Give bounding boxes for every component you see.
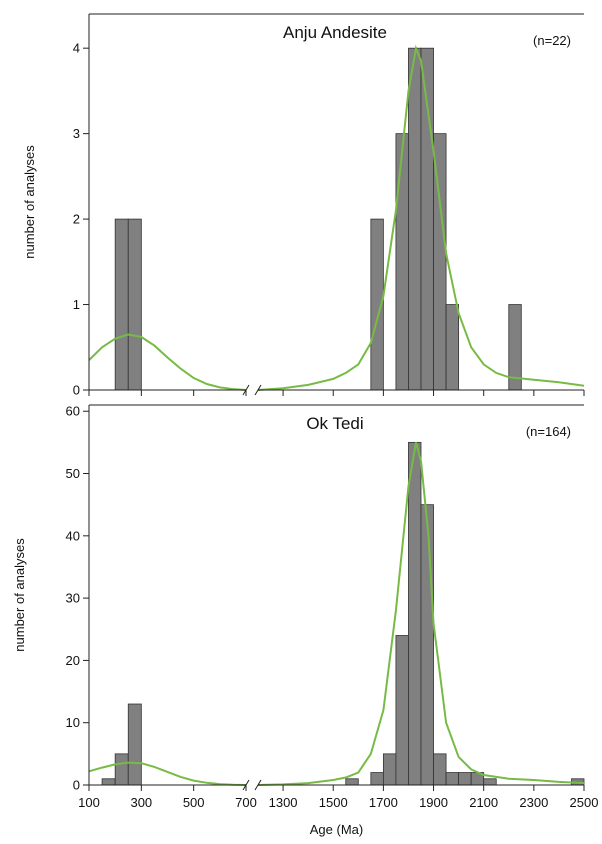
histogram-bar — [370, 772, 384, 786]
histogram-bar — [433, 753, 447, 786]
histogram-bar — [395, 133, 409, 391]
axis-break-mark — [254, 384, 262, 396]
histogram-bar — [127, 218, 142, 391]
histogram-bar — [101, 778, 116, 786]
panel-title: Anju Andesite — [283, 23, 387, 42]
x-tick-label: 300 — [130, 795, 152, 810]
axis-break-mark — [254, 779, 262, 791]
panel-title: Ok Tedi — [306, 414, 363, 433]
y-tick-label: 0 — [73, 778, 80, 793]
histogram-bar — [114, 753, 129, 786]
x-tick-label: 2500 — [570, 795, 599, 810]
density-curve — [257, 442, 585, 786]
panel-anju-andesite: 0 1 2 3 4 number of analyses Anju Andesite (n=2… — [22, 13, 585, 398]
x-tick-label: 2100 — [469, 795, 498, 810]
histogram-bar — [458, 772, 472, 786]
y-tick-label: 4 — [73, 41, 80, 56]
histogram-bar — [114, 218, 129, 391]
sample-count-label: (n=22) — [533, 33, 571, 48]
y-tick-label: 60 — [66, 404, 80, 419]
x-tick-label: 1300 — [269, 795, 298, 810]
histogram-bar — [483, 778, 497, 786]
y-tick-label: 30 — [66, 591, 80, 606]
sample-count-label: (n=164) — [526, 424, 571, 439]
histogram-bar — [445, 772, 460, 786]
x-tick-label: 1700 — [369, 795, 398, 810]
histogram-bar — [408, 47, 422, 391]
x-axis-label: Age (Ma) — [310, 822, 363, 837]
density-curve — [257, 44, 585, 391]
x-tick-label: 100 — [78, 795, 100, 810]
histogram-bar — [395, 635, 409, 786]
y-tick-label: 2 — [73, 212, 80, 227]
y-axis-label: number of analyses — [22, 145, 37, 259]
y-tick-label: 10 — [66, 715, 80, 730]
y-tick-label: 0 — [73, 383, 80, 398]
x-axis: 100 300 500 700 1300 1500 1700 1900 2100 2300 2500 — [78, 795, 598, 810]
histogram-bar — [345, 778, 359, 786]
x-tick-label: 1500 — [319, 795, 348, 810]
y-tick-label: 20 — [66, 653, 80, 668]
histogram-bar — [420, 504, 434, 786]
panel-ok-tedi: 0 10 20 30 40 50 60 number of analyses Ok Tedi (n… — [12, 404, 585, 793]
y-tick-label: 3 — [73, 126, 80, 141]
x-tick-label: 1900 — [419, 795, 448, 810]
y-tick-label: 40 — [66, 528, 80, 543]
x-tick-label: 2300 — [519, 795, 548, 810]
histogram-bar — [445, 304, 460, 391]
y-tick-label: 50 — [66, 466, 80, 481]
x-tick-label: 700 — [235, 795, 257, 810]
density-curve — [88, 333, 247, 391]
histogram-bar — [127, 703, 142, 786]
x-tick-label: 500 — [183, 795, 205, 810]
histogram-bar — [382, 753, 397, 786]
y-axis-label: number of analyses — [12, 538, 27, 652]
density-curve — [88, 761, 247, 786]
histogram-bar — [408, 441, 422, 786]
y-tick-label: 1 — [73, 297, 80, 312]
